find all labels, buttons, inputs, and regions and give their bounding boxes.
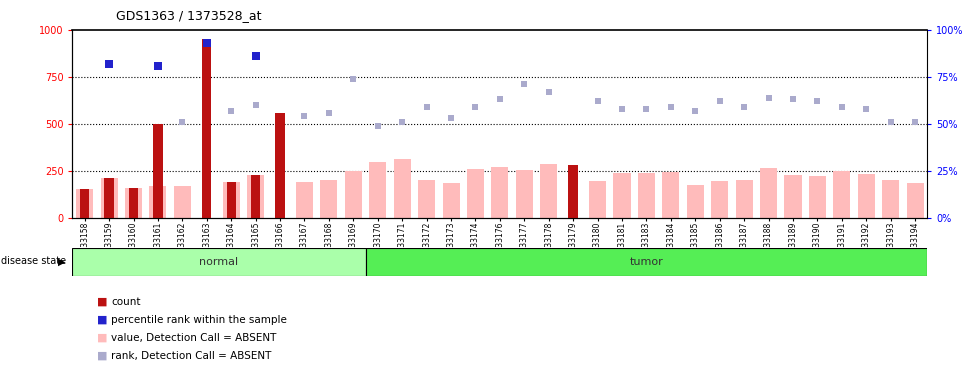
Bar [663, 172, 679, 217]
Bar [72, 248, 365, 276]
Bar [100, 178, 118, 218]
Bar [345, 171, 362, 217]
Bar [128, 188, 138, 218]
Bar [760, 168, 777, 217]
Text: tumor: tumor [630, 256, 664, 267]
Bar [568, 165, 578, 218]
Bar [154, 124, 162, 218]
Text: ■: ■ [97, 315, 107, 325]
Bar [202, 39, 212, 218]
Bar [321, 180, 337, 218]
Bar [638, 172, 655, 217]
Bar [80, 189, 90, 217]
Text: normal: normal [199, 256, 239, 267]
Bar [492, 167, 508, 218]
Text: ▶: ▶ [58, 256, 66, 266]
Text: count: count [111, 297, 141, 307]
Bar [251, 176, 261, 217]
Bar [882, 180, 899, 218]
Bar [736, 180, 753, 218]
Text: rank, Detection Call = ABSENT: rank, Detection Call = ABSENT [111, 351, 271, 361]
Bar [76, 189, 93, 217]
Bar [275, 112, 285, 218]
Bar [711, 181, 728, 218]
Bar [516, 170, 533, 217]
Bar [394, 159, 411, 218]
Bar [296, 182, 313, 218]
Bar [809, 176, 826, 218]
Bar [125, 188, 142, 218]
Bar [226, 182, 236, 218]
Text: disease state: disease state [1, 256, 66, 266]
Bar [858, 174, 875, 217]
Bar [174, 186, 191, 218]
Bar [365, 248, 927, 276]
Bar [834, 171, 850, 217]
Bar [150, 186, 166, 218]
Bar [540, 164, 557, 218]
Text: ■: ■ [97, 297, 107, 307]
Text: ■: ■ [97, 351, 107, 361]
Text: GDS1363 / 1373528_at: GDS1363 / 1373528_at [116, 9, 262, 22]
Bar [687, 185, 704, 218]
Text: ■: ■ [97, 333, 107, 343]
Bar [784, 176, 802, 217]
Bar [247, 176, 264, 217]
Bar [223, 182, 240, 218]
Bar [418, 180, 435, 218]
Bar [589, 181, 606, 218]
Bar [467, 169, 484, 217]
Bar [613, 173, 631, 217]
Bar [104, 178, 114, 218]
Bar [442, 183, 460, 218]
Bar [907, 183, 923, 218]
Text: percentile rank within the sample: percentile rank within the sample [111, 315, 287, 325]
Bar [369, 162, 386, 218]
Text: value, Detection Call = ABSENT: value, Detection Call = ABSENT [111, 333, 276, 343]
